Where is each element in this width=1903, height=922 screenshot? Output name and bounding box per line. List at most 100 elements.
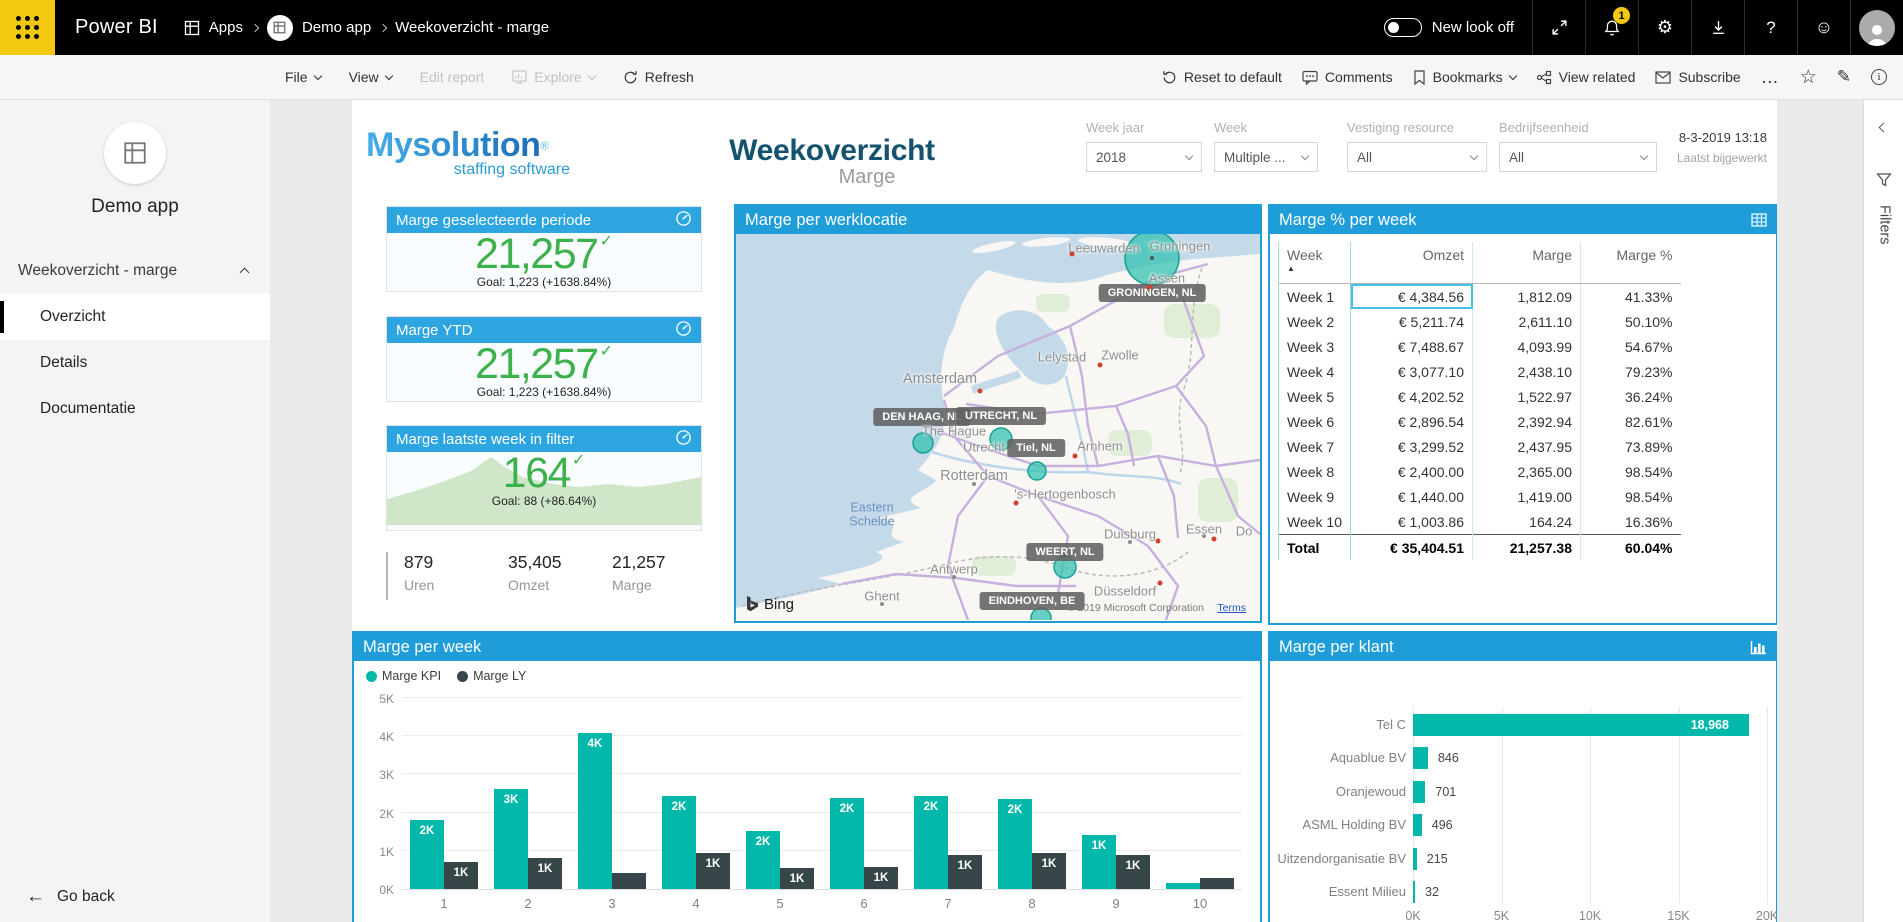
map-bubble-den-haag[interactable]: [912, 432, 934, 454]
table-row[interactable]: Week 10 € 1,003.86 164.24 16.36%: [1278, 509, 1681, 535]
bar-marge[interactable]: [1413, 847, 1417, 870]
sidebar-item-details[interactable]: Details: [0, 340, 270, 386]
bar-marge-ly[interactable]: 1K: [1032, 853, 1066, 889]
table-row[interactable]: Week 6 € 2,896.54 2,392.94 82.61%: [1278, 409, 1681, 434]
slicer-dropdown[interactable]: All: [1347, 142, 1487, 172]
table-cell[interactable]: Week 6: [1278, 409, 1351, 434]
table-row[interactable]: Week 2 € 5,211.74 2,611.10 50.10%: [1278, 309, 1681, 334]
column-header-week[interactable]: Week ▲: [1278, 242, 1351, 284]
breadcrumb-app[interactable]: Demo app: [301, 19, 372, 36]
table-cell[interactable]: 2,438.10: [1472, 359, 1581, 384]
info-icon[interactable]: i: [1871, 69, 1887, 85]
fullscreen-icon[interactable]: [1533, 0, 1585, 55]
bar-marge-kpi[interactable]: 2K: [662, 795, 696, 889]
column-header-marge[interactable]: Marge: [1472, 242, 1581, 284]
filter-funnel-icon[interactable]: [1875, 172, 1892, 193]
table-cell[interactable]: € 5,211.74: [1350, 309, 1473, 334]
bar-marge-ly[interactable]: [612, 872, 646, 889]
table-cell[interactable]: 16.36%: [1625, 513, 1673, 530]
notifications-icon[interactable]: 1: [1586, 0, 1638, 55]
table-cell[interactable]: 1,522.97: [1472, 384, 1581, 409]
kpi-card-2[interactable]: Marge YTD 21,257 ✓ Goal: 1,223 (+1638.84%): [386, 316, 702, 402]
table-cell[interactable]: € 4,202.52: [1350, 384, 1473, 409]
table-cell[interactable]: Week 10: [1278, 509, 1351, 535]
table-cell[interactable]: 164.24: [1472, 509, 1581, 535]
help-icon[interactable]: ?: [1766, 17, 1776, 37]
table-cell[interactable]: Week 7: [1278, 434, 1351, 459]
table-cell[interactable]: € 2,896.54: [1350, 409, 1473, 434]
bar-marge[interactable]: [1413, 714, 1749, 736]
bar-marge-ly[interactable]: 1K: [780, 867, 814, 889]
subscribe-button[interactable]: Subscribe: [1655, 69, 1741, 85]
table-row[interactable]: Week 9 € 1,440.00 1,419.00 98.54%: [1278, 484, 1681, 509]
comments-button[interactable]: Comments: [1302, 69, 1393, 85]
waffle-menu-icon[interactable]: [0, 0, 55, 55]
sidebar-section-weekoverzicht[interactable]: Weekoverzicht - marge: [0, 262, 270, 280]
table-row[interactable]: Week 4 € 3,077.10 2,438.10 79.23%: [1278, 359, 1681, 384]
bar-marge[interactable]: [1413, 814, 1422, 837]
bar-marge[interactable]: [1413, 780, 1426, 803]
bar-marge-kpi[interactable]: [1166, 882, 1200, 889]
file-menu[interactable]: File: [285, 69, 322, 85]
view-related-button[interactable]: View related: [1536, 69, 1635, 85]
klant-bar-row[interactable]: ASML Holding BV 496: [1270, 814, 1776, 837]
table-cell[interactable]: 1,419.00: [1472, 484, 1581, 509]
table-row[interactable]: Week 5 € 4,202.52 1,522.97 36.24%: [1278, 384, 1681, 409]
table-cell[interactable]: 36.24%: [1625, 388, 1673, 405]
bar-marge-kpi[interactable]: 3K: [494, 789, 528, 889]
refresh-button[interactable]: Refresh: [623, 69, 694, 85]
table-cell[interactable]: Week 1: [1278, 283, 1351, 309]
table-cell[interactable]: € 3,077.10: [1350, 359, 1473, 384]
table-cell[interactable]: 82.61%: [1625, 413, 1673, 430]
bing-logo[interactable]: Bing: [746, 596, 794, 613]
map-terms-link[interactable]: Terms: [1217, 602, 1246, 614]
klant-bar-row[interactable]: Oranjewoud 701: [1270, 780, 1776, 803]
klant-bar-row[interactable]: Tel C 18,968: [1270, 714, 1776, 736]
table-row[interactable]: Week 3 € 7,488.67 4,093.99 54.67%: [1278, 334, 1681, 359]
bar-marge-kpi[interactable]: 2K: [914, 795, 948, 889]
column-header-omzet[interactable]: Omzet: [1350, 242, 1473, 284]
bar-marge-kpi[interactable]: 2K: [830, 797, 864, 889]
bar-marge-kpi[interactable]: 2K: [998, 798, 1032, 889]
table-cell[interactable]: 4,093.99: [1472, 334, 1581, 359]
table-cell[interactable]: Week 4: [1278, 359, 1351, 384]
more-options-button[interactable]: …: [1760, 66, 1780, 87]
table-cell[interactable]: Week 3: [1278, 334, 1351, 359]
table-cell[interactable]: 2,365.00: [1472, 459, 1581, 484]
table-cell[interactable]: 2,392.94: [1472, 409, 1581, 434]
map-bubble-tiel[interactable]: [1027, 461, 1047, 481]
kpi-card-3[interactable]: Marge laatste week in filter 164 ✓ Goal: 88…: [386, 425, 702, 531]
table-row[interactable]: Week 1 € 4,384.56 1,812.09 41.33%: [1278, 283, 1681, 309]
view-menu[interactable]: View: [349, 69, 393, 85]
filters-pane-label[interactable]: Filters: [1876, 205, 1893, 245]
bar-marge[interactable]: [1413, 747, 1428, 770]
table-cell[interactable]: 1,812.09: [1472, 283, 1581, 309]
table-cell[interactable]: 98.54%: [1625, 463, 1673, 480]
bar-marge-kpi[interactable]: 2K: [410, 819, 444, 889]
go-back-button[interactable]: ← Go back: [26, 886, 115, 907]
table-cell[interactable]: 2,611.10: [1472, 309, 1581, 334]
bar-marge-ly[interactable]: 1K: [444, 862, 478, 889]
table-cell[interactable]: 54.67%: [1625, 338, 1673, 355]
feedback-smiley-icon[interactable]: ☺: [1814, 17, 1834, 37]
bar-marge-ly[interactable]: 1K: [948, 854, 982, 889]
klant-bar-row[interactable]: Aquablue BV 846: [1270, 747, 1776, 770]
table-cell[interactable]: € 3,299.52: [1350, 434, 1473, 459]
reset-to-default-button[interactable]: Reset to default: [1162, 69, 1282, 85]
bar-marge-ly[interactable]: 1K: [528, 858, 562, 889]
bar-marge-ly[interactable]: 1K: [1116, 855, 1150, 889]
table-cell[interactable]: € 7,488.67: [1350, 334, 1473, 359]
table-cell[interactable]: 41.33%: [1625, 288, 1673, 305]
avatar[interactable]: [1851, 0, 1903, 55]
new-look-toggle[interactable]: New look off: [1366, 18, 1532, 37]
download-icon[interactable]: [1692, 0, 1744, 55]
bar-marge-kpi[interactable]: 4K: [578, 732, 612, 889]
slicer-dropdown[interactable]: Multiple ...: [1214, 142, 1318, 172]
settings-gear-icon[interactable]: ⚙: [1656, 17, 1674, 37]
bar-marge[interactable]: [1413, 881, 1415, 903]
table-cell[interactable]: 98.54%: [1625, 488, 1673, 505]
expand-filters-button[interactable]: [1876, 118, 1892, 136]
table-cell[interactable]: 50.10%: [1625, 313, 1673, 330]
breadcrumb-apps[interactable]: Apps: [208, 19, 243, 36]
table-cell[interactable]: Week 8: [1278, 459, 1351, 484]
